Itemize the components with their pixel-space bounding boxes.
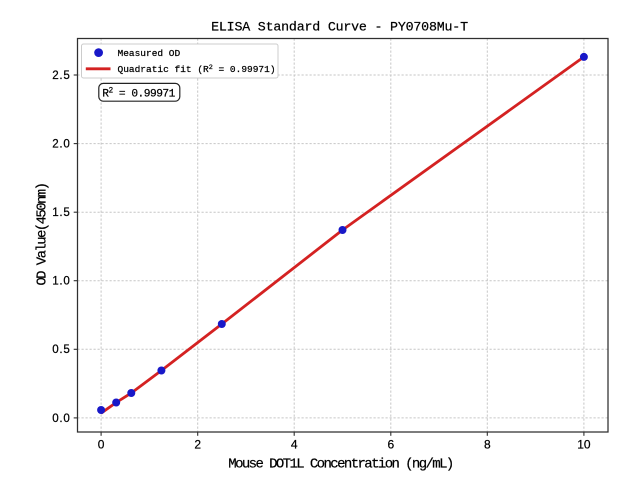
svg-text:2: 2 <box>194 437 201 451</box>
svg-text:ELISA Standard Curve - PY0708M: ELISA Standard Curve - PY0708Mu-T <box>211 20 468 35</box>
svg-text:8: 8 <box>484 437 491 451</box>
svg-text:R2 = 0.99971: R2 = 0.99971 <box>102 88 175 101</box>
svg-text:Measured OD: Measured OD <box>118 48 181 59</box>
svg-text:Mouse DOT1L Concentration (ng/: Mouse DOT1L Concentration (ng/mL) <box>228 456 453 472</box>
svg-text:0.5: 0.5 <box>52 343 70 356</box>
svg-text:6: 6 <box>387 437 394 451</box>
svg-text:10: 10 <box>577 437 591 451</box>
svg-text:0.0: 0.0 <box>52 412 70 425</box>
svg-text:OD Value(450nm): OD Value(450nm) <box>35 183 51 285</box>
svg-text:2.5: 2.5 <box>52 69 70 82</box>
svg-text:1.5: 1.5 <box>52 206 70 219</box>
svg-text:2.0: 2.0 <box>52 138 70 151</box>
svg-text:4: 4 <box>291 437 298 451</box>
svg-text:0: 0 <box>98 437 105 451</box>
svg-text:1.0: 1.0 <box>52 275 70 288</box>
svg-text:Quadratic fit (R2 = 0.99971): Quadratic fit (R2 = 0.99971) <box>118 64 276 75</box>
